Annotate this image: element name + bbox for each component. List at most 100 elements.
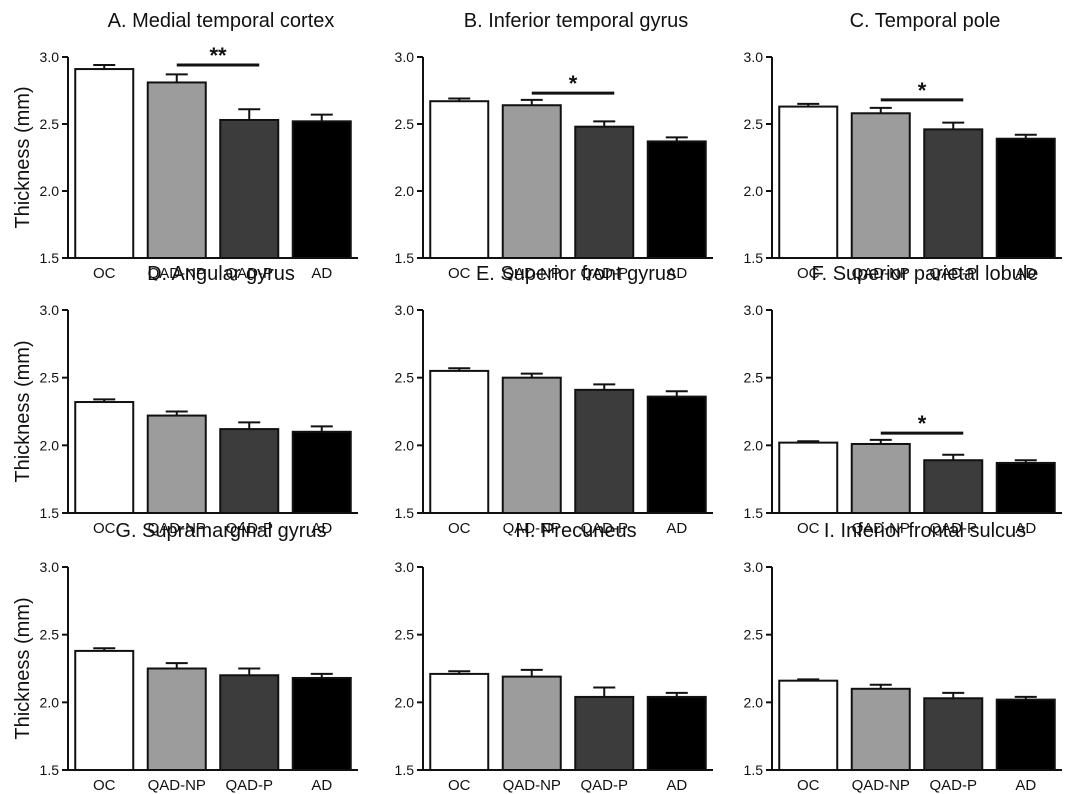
bar-oc [778,105,839,259]
y-tick-label: 1.5 [744,250,764,266]
y-tick-label: 2.5 [744,116,764,132]
bar-qad-p [219,428,280,514]
chart-panel-f: F. Superior parietal lobule 1.5 2.0 2.5 3.0 O… [744,263,1062,537]
bar-qad-np [146,414,207,514]
bar-qad-np [146,81,207,259]
bar-qad-np [146,667,207,771]
y-tick-label: 2.5 [395,627,415,643]
x-tick-label: QAD-P [580,520,628,537]
x-tick-label: AD [666,265,687,282]
chart-title: I. Inferior frontal sulcus [824,520,1026,542]
y-tick-label: 3.0 [744,302,764,318]
bar-oc [74,68,135,259]
significance-label: * [918,78,927,103]
y-tick-label: 2.0 [395,183,415,199]
y-tick-label: 1.5 [395,505,415,521]
y-tick-label: 1.5 [40,250,60,266]
chart-panel-a: A. Medial temporal cortex Thickness (mm) 1… [12,10,358,282]
y-tick-label: 2.5 [40,627,60,643]
chart-panel-i: I. Inferior frontal sulcus 1.5 2.0 2.5 3.0 OC… [744,520,1062,794]
chart-title: C. Temporal pole [850,10,1001,32]
x-tick-label: QAD-NP [503,265,561,282]
x-tick-label: QAD-P [225,265,273,282]
y-tick-label: 3.0 [744,559,764,575]
y-tick-label: 2.0 [744,183,764,199]
y-axis-label: Thickness (mm) [12,86,34,228]
bar-ad [291,120,352,259]
y-tick-label: 3.0 [395,559,415,575]
bar-qad-np [850,687,911,771]
y-tick-label: 1.5 [744,505,764,521]
x-tick-label: QAD-NP [148,520,206,537]
x-tick-label: QAD-P [580,777,628,794]
y-tick-label: 1.5 [40,505,60,521]
x-tick-label: QAD-NP [852,777,910,794]
y-tick-label: 2.0 [744,437,764,453]
x-tick-label: AD [311,520,332,537]
y-tick-label: 2.5 [395,116,415,132]
x-tick-label: OC [93,777,116,794]
chart-panel-g: G. Supramarginal gyrus Thickness (mm) 1.5 2… [12,520,358,794]
y-tick-label: 1.5 [40,762,60,778]
chart-title: F. Superior parietal lobule [812,263,1039,285]
x-tick-label: QAD-P [225,777,273,794]
y-tick-label: 3.0 [395,302,415,318]
bar-oc [429,100,490,259]
bar-qad-np [501,376,562,514]
bar-oc [429,672,490,771]
chart-title: E. Superior front gyrus [476,263,676,285]
x-tick-label: QAD-NP [503,777,561,794]
chart-panel-b: B. Inferior temporal gyrus 1.5 2.0 2.5 3.0 OC… [395,10,713,282]
bar-qad-p [923,459,984,514]
x-tick-label: OC [797,265,820,282]
x-tick-label: AD [1015,265,1036,282]
x-tick-label: QAD-P [929,265,977,282]
bar-oc [778,441,839,515]
y-axis-label: Thickness (mm) [12,597,34,739]
x-tick-label: OC [448,520,471,537]
bar-qad-p [923,128,984,259]
bar-qad-np [501,104,562,259]
x-tick-label: OC [448,265,471,282]
y-tick-label: 1.5 [395,762,415,778]
x-tick-label: OC [448,777,471,794]
y-tick-label: 1.5 [395,250,415,266]
y-tick-label: 3.0 [744,49,764,65]
y-tick-label: 2.0 [395,694,415,710]
bar-qad-p [219,674,280,771]
x-tick-label: AD [666,777,687,794]
x-tick-label: QAD-P [929,777,977,794]
bar-ad [646,395,707,515]
chart-title: D. Angular gyrus [147,263,295,285]
y-tick-label: 2.5 [744,370,764,386]
y-tick-label: 3.0 [395,49,415,65]
x-tick-label: QAD-NP [503,520,561,537]
x-tick-label: QAD-NP [852,520,910,537]
x-tick-label: AD [311,777,332,794]
bar-qad-p [923,697,984,771]
bar-oc [74,649,135,772]
bar-qad-p [574,695,635,771]
significance-label: * [569,71,578,96]
significance-label: ** [209,43,227,68]
y-tick-label: 2.0 [395,437,415,453]
chart-panel-c: C. Temporal pole 1.5 2.0 2.5 3.0 OC QAD-NP QAD-… [744,10,1062,282]
bar-ad [291,676,352,771]
y-tick-label: 2.5 [744,627,764,643]
x-tick-label: QAD-NP [148,777,206,794]
x-tick-label: OC [797,777,820,794]
chart-title: A. Medial temporal cortex [108,10,335,32]
x-tick-label: AD [1015,520,1036,537]
y-tick-label: 2.0 [40,694,60,710]
chart-title: H. Precuneus [515,520,636,542]
bar-qad-np [501,675,562,771]
bar-ad [646,695,707,771]
y-tick-label: 2.0 [40,183,60,199]
y-tick-label: 1.5 [744,762,764,778]
y-tick-label: 2.0 [40,437,60,453]
y-tick-label: 2.0 [744,694,764,710]
chart-panel-h: H. Precuneus 1.5 2.0 2.5 3.0 OC QAD-NP QAD-P AD [395,520,713,794]
bar-oc [429,369,490,514]
chart-panel-e: E. Superior front gyrus 1.5 2.0 2.5 3.0 OC QAD… [395,263,713,537]
